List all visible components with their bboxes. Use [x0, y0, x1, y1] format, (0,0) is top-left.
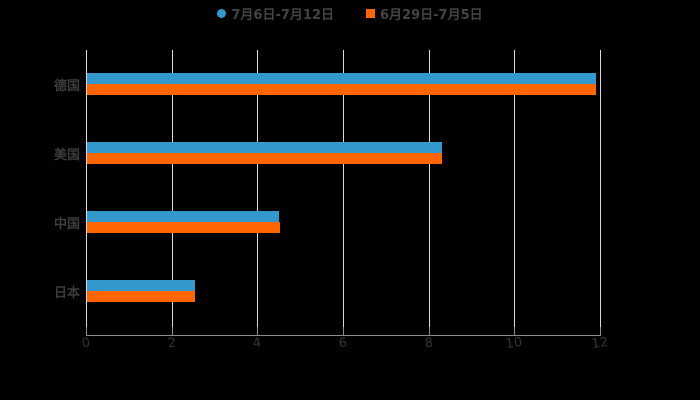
- x-tick-label: 2: [166, 335, 178, 352]
- axis-tick: [86, 327, 87, 335]
- gridline: [257, 50, 258, 327]
- legend-circle-icon: [217, 8, 227, 18]
- x-axis-line: [86, 335, 601, 336]
- axis-tick: [514, 327, 515, 335]
- gridline: [172, 50, 173, 327]
- legend-label: 7月6日-7月12日: [231, 7, 334, 23]
- axis-tick: [429, 327, 430, 335]
- bar[interactable]: [87, 142, 442, 153]
- axis-tick: [172, 327, 173, 335]
- legend-item-series-1[interactable]: 7月6日-7月12日: [217, 4, 334, 23]
- y-category-label: 日本: [53, 286, 80, 301]
- bar[interactable]: [87, 222, 281, 233]
- x-tick-label: 0: [80, 335, 92, 352]
- gridline: [86, 50, 87, 327]
- bar[interactable]: [87, 84, 596, 95]
- axis-tick: [257, 327, 258, 335]
- y-category-label: 中国: [53, 217, 80, 232]
- legend-item-series-2[interactable]: 6月29日-7月5日: [366, 4, 483, 23]
- x-tick-label: 10: [504, 334, 524, 353]
- gridline: [429, 50, 430, 327]
- axis-tick: [600, 327, 601, 335]
- bar[interactable]: [87, 280, 195, 291]
- x-tick-label: 12: [590, 334, 610, 353]
- x-tick-label: 6: [337, 335, 349, 352]
- bar[interactable]: [87, 73, 596, 84]
- legend-label: 6月29日-7月5日: [380, 7, 483, 23]
- gridline: [600, 50, 601, 327]
- y-category-label: 美国: [53, 148, 80, 163]
- y-category-label: 德国: [53, 79, 80, 94]
- bar[interactable]: [87, 153, 442, 164]
- gridline: [343, 50, 344, 327]
- bar[interactable]: [87, 211, 279, 222]
- legend-square-icon: [366, 8, 375, 18]
- bar[interactable]: [87, 291, 195, 302]
- gridline: [514, 50, 515, 327]
- chart-legend: 7月6日-7月12日 6月29日-7月5日: [0, 4, 700, 23]
- axis-tick: [343, 327, 344, 335]
- x-tick-label: 4: [251, 335, 263, 352]
- x-tick-label: 8: [423, 335, 435, 352]
